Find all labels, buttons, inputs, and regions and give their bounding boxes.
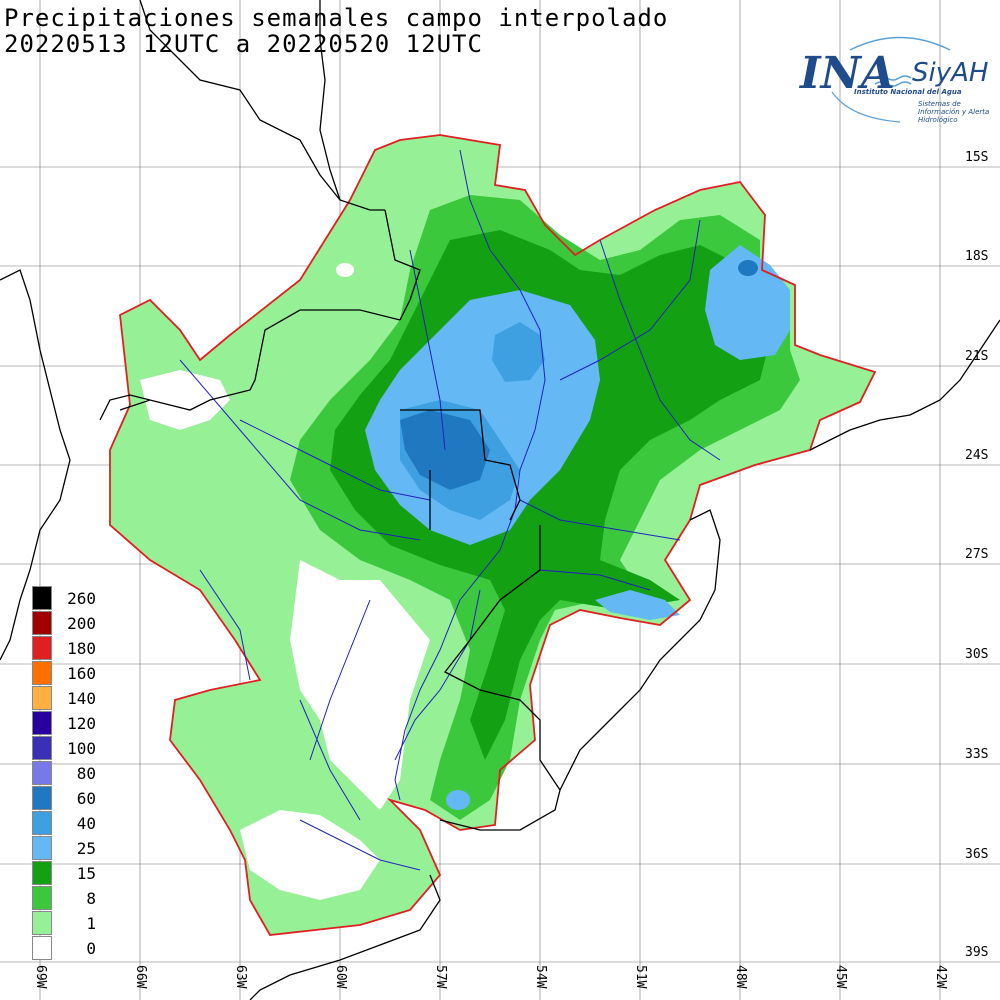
lon-label: 45W bbox=[833, 965, 848, 989]
ina-siyah-logo: INA SiyAH Instituto Nacional del Agua Si… bbox=[790, 30, 1000, 130]
precip-zone-0-pampa bbox=[240, 810, 380, 900]
legend-label: 25 bbox=[76, 839, 96, 858]
legend-label: 0 bbox=[86, 939, 96, 958]
legend-entry: 160 bbox=[32, 661, 96, 686]
legend-swatch bbox=[32, 686, 52, 710]
legend-swatch bbox=[32, 636, 52, 660]
legend-swatch bbox=[32, 611, 52, 635]
map-date-range: 20220513 12UTC a 20220520 12UTC bbox=[4, 30, 483, 58]
legend-entry: 25 bbox=[32, 836, 96, 861]
legend-entry: 260 bbox=[32, 586, 96, 611]
legend-swatch bbox=[32, 786, 52, 810]
legend-swatch bbox=[32, 911, 52, 935]
logo-swoosh-icon bbox=[831, 36, 951, 123]
lat-label: 21S bbox=[965, 349, 989, 364]
lon-label: 54W bbox=[533, 965, 548, 989]
legend-label: 60 bbox=[76, 789, 96, 808]
legend-entry: 0 bbox=[32, 936, 96, 961]
lat-label: 15S bbox=[965, 150, 989, 165]
legend-label: 100 bbox=[67, 739, 96, 758]
legend-swatch bbox=[32, 836, 52, 860]
legend-entry: 120 bbox=[32, 711, 96, 736]
legend-swatch bbox=[32, 586, 52, 610]
lon-label: 42W bbox=[933, 965, 948, 989]
logo-institute-text: Instituto Nacional del Agua bbox=[854, 88, 962, 96]
lon-label: 69W bbox=[33, 965, 48, 989]
precip-zone-0-west bbox=[140, 370, 230, 430]
legend-entry: 8 bbox=[32, 886, 96, 911]
lon-label: 57W bbox=[433, 965, 448, 989]
legend-label: 1 bbox=[86, 914, 96, 933]
legend-label: 260 bbox=[67, 589, 96, 608]
legend-entry: 1 bbox=[32, 911, 96, 936]
legend-label: 140 bbox=[67, 689, 96, 708]
lat-label: 36S bbox=[965, 847, 989, 862]
lon-label: 63W bbox=[233, 965, 248, 989]
legend-swatch bbox=[32, 936, 52, 960]
legend-swatch bbox=[32, 761, 52, 785]
legend-entry: 200 bbox=[32, 611, 96, 636]
lon-label: 51W bbox=[633, 965, 648, 989]
precipitation-legend: 260 200 180 160 140 120 100 80 60 40 25 15 8 1 0 bbox=[32, 586, 96, 961]
precip-zone-25-south bbox=[595, 590, 680, 620]
legend-label: 40 bbox=[76, 814, 96, 833]
precip-zone-0-south bbox=[290, 560, 430, 810]
lat-label: 39S bbox=[965, 945, 989, 960]
legend-swatch bbox=[32, 661, 52, 685]
legend-label: 8 bbox=[86, 889, 96, 908]
legend-entry: 15 bbox=[32, 861, 96, 886]
legend-label: 80 bbox=[76, 764, 96, 783]
legend-entry: 100 bbox=[32, 736, 96, 761]
precip-zone-0-spot bbox=[336, 263, 354, 277]
legend-label: 120 bbox=[67, 714, 96, 733]
precip-zone-40-north bbox=[492, 322, 545, 382]
legend-swatch bbox=[32, 711, 52, 735]
lon-label: 66W bbox=[133, 965, 148, 989]
basin-border bbox=[109, 134, 877, 936]
legend-label: 200 bbox=[67, 614, 96, 633]
legend-swatch bbox=[32, 811, 52, 835]
lat-label: 18S bbox=[965, 249, 989, 264]
lon-label: 48W bbox=[733, 965, 748, 989]
lat-label: 24S bbox=[965, 448, 989, 463]
logo-ina-text: INA bbox=[800, 48, 895, 99]
logo-siyah-text: SiyAH bbox=[912, 58, 989, 88]
legend-entry: 60 bbox=[32, 786, 96, 811]
legend-swatch bbox=[32, 886, 52, 910]
legend-swatch bbox=[32, 861, 52, 885]
legend-label: 160 bbox=[67, 664, 96, 683]
legend-entry: 140 bbox=[32, 686, 96, 711]
legend-label: 15 bbox=[76, 864, 96, 883]
legend-entry: 180 bbox=[32, 636, 96, 661]
lon-label: 60W bbox=[333, 965, 348, 989]
legend-label: 180 bbox=[67, 639, 96, 658]
legend-entry: 40 bbox=[32, 811, 96, 836]
lat-label: 30S bbox=[965, 647, 989, 662]
logo-subtitle-text: Sistemas de Información y Alerta Hidroló… bbox=[918, 100, 990, 124]
legend-swatch bbox=[32, 736, 52, 760]
map-title: Precipitaciones semanales campo interpol… bbox=[4, 4, 669, 32]
lat-label: 33S bbox=[965, 747, 989, 762]
lat-label: 27S bbox=[965, 547, 989, 562]
precip-zone-25-spot bbox=[446, 790, 470, 810]
legend-entry: 80 bbox=[32, 761, 96, 786]
precip-zone-60-east bbox=[738, 260, 758, 276]
